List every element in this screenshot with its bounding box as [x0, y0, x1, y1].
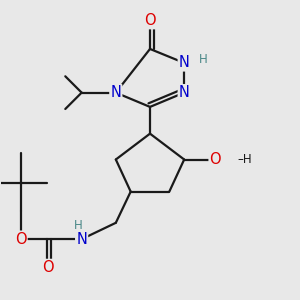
Text: O: O [15, 232, 26, 247]
Text: N: N [76, 232, 87, 247]
Text: O: O [210, 152, 221, 167]
Text: O: O [42, 260, 53, 275]
Text: N: N [110, 85, 121, 100]
Text: N: N [179, 85, 190, 100]
Text: O: O [144, 13, 156, 28]
Text: H: H [199, 53, 208, 66]
Text: –H: –H [238, 153, 252, 166]
Text: N: N [179, 56, 190, 70]
Text: H: H [74, 219, 83, 232]
